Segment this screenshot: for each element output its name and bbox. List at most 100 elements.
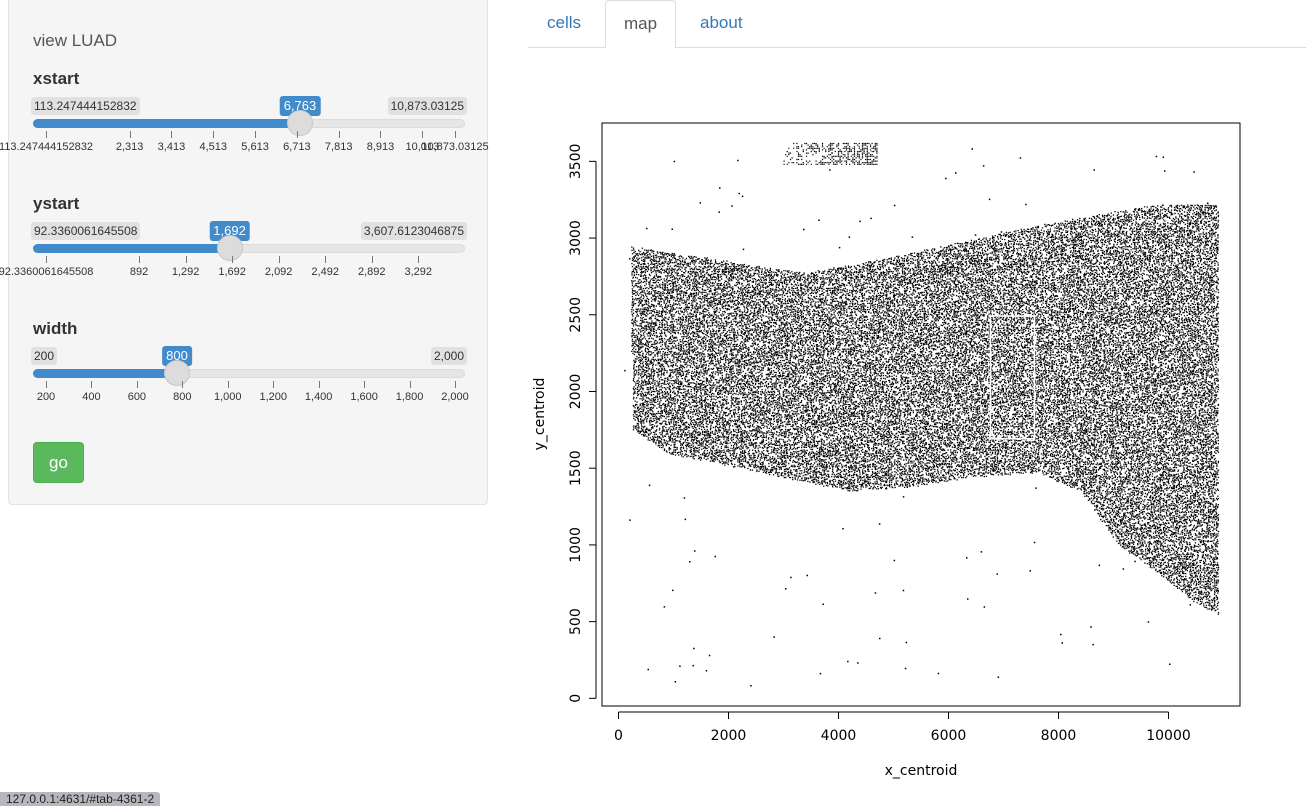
- slider-tick-label: 1,800: [395, 391, 424, 403]
- slider-tick-label: 2,313: [115, 141, 144, 153]
- ystart-max-label: 3,607.6123046875: [360, 222, 467, 240]
- slider-tick: [325, 256, 327, 263]
- selection-box: [989, 315, 1036, 440]
- width-min-label: 200: [31, 347, 58, 365]
- slider-tick: [46, 131, 47, 138]
- slider-tick-label: 4,513: [199, 141, 227, 153]
- slider-tick: [338, 131, 340, 138]
- slider-tick: [364, 381, 366, 388]
- x-axis-label: x_centroid: [885, 763, 958, 779]
- cell-points: [624, 142, 1220, 687]
- slider-tick: [380, 131, 382, 138]
- xstart-value-label: 6,763: [279, 96, 321, 116]
- slider-tick-label: 10,873.03125: [421, 141, 489, 153]
- x-axis: 0 2000 4000 6000 8000 10000: [614, 711, 1191, 744]
- sidebar-title: view LUAD: [33, 31, 118, 50]
- slider-tick: [255, 131, 257, 138]
- tab-cells[interactable]: cells: [547, 13, 582, 32]
- slider-tick-label: 1,692: [218, 266, 246, 278]
- slider-tick: [136, 381, 138, 388]
- ystart-slider[interactable]: ystart 92.3360061645508 3,607.6123046875…: [0, 194, 489, 304]
- xstart-label: xstart: [33, 69, 80, 88]
- slider-tick-label: 400: [82, 391, 101, 403]
- y-axis-label: y_centroid: [532, 378, 548, 451]
- slider-tick: [273, 381, 275, 388]
- xstart-min-label: 113.247444152832: [31, 97, 140, 115]
- y-tick-label: 2000: [568, 374, 584, 410]
- slider-tick: [318, 381, 320, 388]
- width-max-label: 2,000: [430, 347, 467, 365]
- x-tick-label: 10000: [1146, 728, 1191, 744]
- slider-tick-label: 3,413: [157, 141, 186, 153]
- slider-tick-label: 1,600: [350, 391, 378, 403]
- slider-tick: [296, 131, 298, 138]
- y-tick-label: 3000: [568, 220, 584, 256]
- tab-about[interactable]: about: [700, 13, 743, 32]
- slider-tick: [278, 256, 280, 263]
- slider-tick: [139, 256, 141, 263]
- slider-tick: [227, 381, 229, 388]
- slider-tick: [455, 381, 456, 388]
- slider-tick: [418, 256, 420, 263]
- slider-tick: [91, 381, 93, 388]
- slider-tick: [232, 256, 234, 263]
- xstart-slider[interactable]: xstart 113.247444152832 10,873.03125 6,7…: [0, 69, 489, 179]
- slider-tick-label: 2,492: [311, 266, 339, 278]
- x-tick-label: 8000: [1041, 728, 1077, 744]
- width-handle[interactable]: [164, 360, 190, 386]
- ystart-min-label: 92.3360061645508: [31, 222, 141, 240]
- tab-bar: cells map about: [528, 0, 1306, 49]
- scatter-points: [624, 142, 1220, 687]
- slider-tick-label: 1,292: [171, 266, 200, 278]
- slider-tick-label: 200: [36, 391, 56, 403]
- width-fill: [33, 369, 177, 378]
- ystart-handle[interactable]: [216, 235, 243, 261]
- slider-tick-label: 10,013: [405, 141, 440, 153]
- x-tick-label: 4000: [821, 728, 857, 744]
- ystart-fill: [33, 244, 230, 253]
- scatter-plot: 0 2000 4000 6000 8000 10000 0 500 1000 1500 2000 2…: [532, 122, 1241, 779]
- slider-tick: [46, 256, 47, 263]
- slider-tick-label: 1,400: [304, 391, 333, 403]
- slider-tick: [185, 256, 187, 263]
- sidebar-panel: view LUAD xstart 113.247444152832 10,873…: [0, 0, 489, 505]
- slider-tick-label: 3,292: [404, 266, 433, 278]
- ystart-value-label: 1,692: [209, 221, 250, 241]
- slider-tick-label: 5,613: [241, 141, 269, 153]
- width-label: width: [33, 319, 78, 338]
- slider-tick-label: 8,913: [366, 141, 395, 153]
- slider-tick: [171, 131, 173, 138]
- slider-tick-label: 2,092: [264, 266, 293, 278]
- xstart-handle[interactable]: [286, 110, 313, 136]
- x-tick-label: 2000: [711, 728, 747, 744]
- go-button[interactable]: go: [33, 442, 84, 483]
- x-tick-label: 0: [614, 728, 623, 744]
- status-url: 127.0.0.1:4631/#tab-4361-2: [0, 792, 161, 806]
- slider-tick-label: 600: [127, 391, 147, 403]
- slider-tick-label: 1,200: [259, 391, 287, 403]
- slider-tick: [182, 381, 184, 388]
- slider-tick-label: 6,713: [283, 141, 311, 153]
- slider-tick-label: 800: [173, 391, 192, 403]
- tab-map[interactable]: map: [605, 0, 677, 49]
- slider-tick: [129, 131, 131, 138]
- slider-tick: [46, 381, 47, 388]
- slider-tick: [409, 381, 411, 388]
- width-slider[interactable]: width 200 2,000 800 200 400 600 800 1,000 1,2…: [9, 319, 489, 429]
- y-tick-label: 500: [568, 608, 584, 635]
- slider-tick-label: 113.247444152832: [0, 141, 94, 153]
- xstart-max-label: 10,873.03125: [387, 97, 467, 115]
- y-tick-label: 1000: [568, 527, 584, 563]
- y-axis: 0 500 1000 1500 2000 2500 3000 3500: [568, 144, 597, 703]
- slider-tick-label: 2,000: [441, 391, 469, 403]
- slider-tick-label: 2,892: [357, 266, 386, 278]
- slider-tick-label: 92.3360061645508: [0, 266, 94, 278]
- y-tick-label: 1500: [568, 450, 584, 486]
- slider-tick-label: 7,813: [324, 141, 353, 153]
- slider-tick: [213, 131, 215, 138]
- slider-tick-label: 1,000: [214, 391, 242, 403]
- ystart-label: ystart: [33, 194, 80, 213]
- y-tick-label: 0: [568, 694, 584, 703]
- slider-tick-label: 892: [129, 266, 149, 278]
- xstart-fill: [33, 119, 300, 128]
